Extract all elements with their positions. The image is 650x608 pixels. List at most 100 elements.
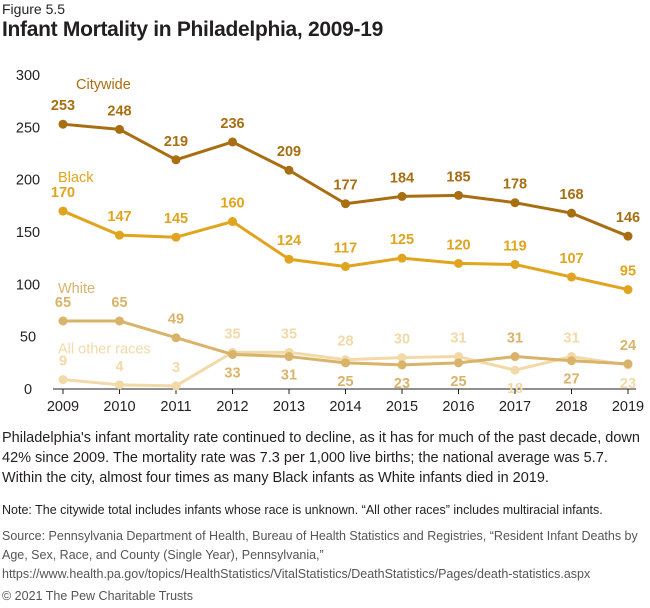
data-label-white: 65 bbox=[55, 295, 71, 311]
data-label-black: 170 bbox=[51, 185, 75, 201]
copyright: © 2021 The Pew Charitable Trusts bbox=[2, 589, 194, 603]
data-label-all-other-races: 3 bbox=[172, 360, 180, 376]
data-label-all-other-races: 4 bbox=[115, 359, 123, 375]
x-tick-label: 2016 bbox=[442, 399, 474, 415]
data-label-all-other-races: 23 bbox=[620, 376, 636, 392]
data-point-black bbox=[58, 206, 68, 216]
data-label-all-other-races: 31 bbox=[563, 331, 579, 347]
data-label-white: 65 bbox=[111, 295, 127, 311]
data-point-black bbox=[454, 258, 463, 268]
x-tick-label: 2011 bbox=[160, 399, 191, 415]
x-tick-label: 2013 bbox=[273, 399, 305, 415]
chart-description: Philadelphia's infant mortality rate con… bbox=[2, 430, 640, 486]
data-label-white: 49 bbox=[168, 312, 184, 328]
data-label-black: 147 bbox=[107, 209, 131, 225]
data-point-black bbox=[510, 259, 520, 269]
data-label-all-other-races: 18 bbox=[507, 381, 523, 397]
data-label-black: 120 bbox=[446, 237, 470, 253]
y-tick-label: 250 bbox=[16, 120, 40, 136]
data-label-citywide: 209 bbox=[277, 144, 301, 160]
data-point-black bbox=[397, 253, 407, 263]
chart-note: Note: The citywide total includes infant… bbox=[2, 503, 603, 517]
y-tick-label: 200 bbox=[16, 173, 40, 189]
y-tick-label: 100 bbox=[16, 277, 40, 293]
data-label-white: 33 bbox=[224, 365, 240, 381]
figure-label: Figure 5.5 bbox=[2, 1, 66, 17]
data-point-white bbox=[171, 333, 181, 343]
y-tick-label: 150 bbox=[16, 225, 40, 241]
series-name-all-other-races: All other races bbox=[58, 342, 151, 358]
data-label-all-other-races: 35 bbox=[224, 326, 240, 342]
data-point-white bbox=[284, 352, 294, 362]
data-label-black: 145 bbox=[164, 211, 188, 227]
data-label-white: 27 bbox=[563, 372, 579, 388]
data-label-black: 124 bbox=[277, 233, 301, 249]
x-tick-label: 2017 bbox=[499, 399, 531, 415]
data-point-citywide bbox=[397, 191, 407, 201]
data-point-black bbox=[284, 254, 294, 264]
chart-title: Infant Mortality in Philadelphia, 2009-1… bbox=[2, 18, 383, 41]
data-label-black: 117 bbox=[334, 241, 357, 257]
series-name-citywide: Citywide bbox=[76, 77, 131, 93]
data-point-white bbox=[454, 358, 463, 368]
data-label-black: 119 bbox=[503, 238, 526, 254]
data-point-white bbox=[115, 316, 124, 326]
series-name-black: Black bbox=[58, 170, 94, 186]
data-point-citywide bbox=[115, 124, 124, 134]
data-point-white bbox=[623, 359, 633, 369]
data-label-citywide: 219 bbox=[164, 134, 188, 150]
data-point-citywide bbox=[510, 198, 520, 208]
data-point-white bbox=[510, 352, 520, 362]
data-point-citywide bbox=[454, 190, 463, 200]
data-point-white bbox=[397, 360, 407, 370]
data-point-black bbox=[228, 217, 237, 227]
data-point-black bbox=[567, 272, 576, 282]
data-point-all-other-races bbox=[171, 381, 181, 391]
data-point-white bbox=[58, 316, 68, 326]
data-point-black bbox=[623, 285, 633, 295]
data-point-all-other-races bbox=[115, 380, 124, 390]
data-label-white: 24 bbox=[620, 338, 636, 354]
data-point-citywide bbox=[284, 165, 294, 175]
data-label-black: 95 bbox=[620, 264, 636, 280]
data-point-citywide bbox=[341, 199, 350, 209]
data-point-black bbox=[171, 232, 181, 242]
data-label-all-other-races: 31 bbox=[450, 331, 466, 347]
x-tick-label: 2018 bbox=[555, 399, 587, 415]
y-tick-label: 0 bbox=[24, 382, 32, 398]
chart-source: Source: Pennsylvania Department of Healt… bbox=[2, 529, 638, 581]
data-label-black: 125 bbox=[390, 232, 414, 248]
data-point-all-other-races bbox=[510, 365, 520, 375]
data-label-all-other-races: 9 bbox=[59, 354, 67, 370]
x-tick-label: 2010 bbox=[103, 399, 135, 415]
x-tick-label: 2014 bbox=[329, 399, 361, 415]
x-tick-label: 2009 bbox=[47, 399, 79, 415]
data-label-citywide: 146 bbox=[616, 210, 640, 226]
data-label-all-other-races: 30 bbox=[394, 332, 410, 348]
data-label-citywide: 178 bbox=[503, 177, 527, 193]
y-tick-label: 50 bbox=[20, 330, 36, 346]
data-point-citywide bbox=[228, 137, 237, 147]
data-point-all-other-races bbox=[397, 353, 407, 363]
x-tick-label: 2015 bbox=[386, 399, 418, 415]
x-tick-label: 2019 bbox=[612, 399, 644, 415]
data-label-citywide: 236 bbox=[220, 116, 244, 132]
data-label-citywide: 177 bbox=[333, 178, 357, 194]
data-label-citywide: 253 bbox=[51, 98, 75, 114]
data-point-citywide bbox=[623, 231, 633, 241]
data-point-all-other-races bbox=[58, 375, 68, 385]
data-point-white bbox=[341, 358, 350, 368]
data-point-white bbox=[228, 349, 237, 359]
data-point-white bbox=[567, 356, 576, 366]
data-point-black bbox=[341, 262, 350, 272]
data-label-white: 23 bbox=[394, 376, 410, 392]
data-label-citywide: 168 bbox=[559, 187, 583, 203]
line-chart: 0 50 100 150 200 250 300 2009 2010 2011 2012 2013 20… bbox=[16, 68, 644, 415]
data-label-white: 31 bbox=[507, 331, 523, 347]
data-label-white: 25 bbox=[450, 374, 466, 390]
data-label-all-other-races: 35 bbox=[281, 326, 297, 342]
data-label-citywide: 185 bbox=[446, 169, 470, 185]
data-label-black: 107 bbox=[559, 251, 583, 267]
data-point-citywide bbox=[567, 208, 576, 218]
data-point-black bbox=[115, 230, 124, 240]
